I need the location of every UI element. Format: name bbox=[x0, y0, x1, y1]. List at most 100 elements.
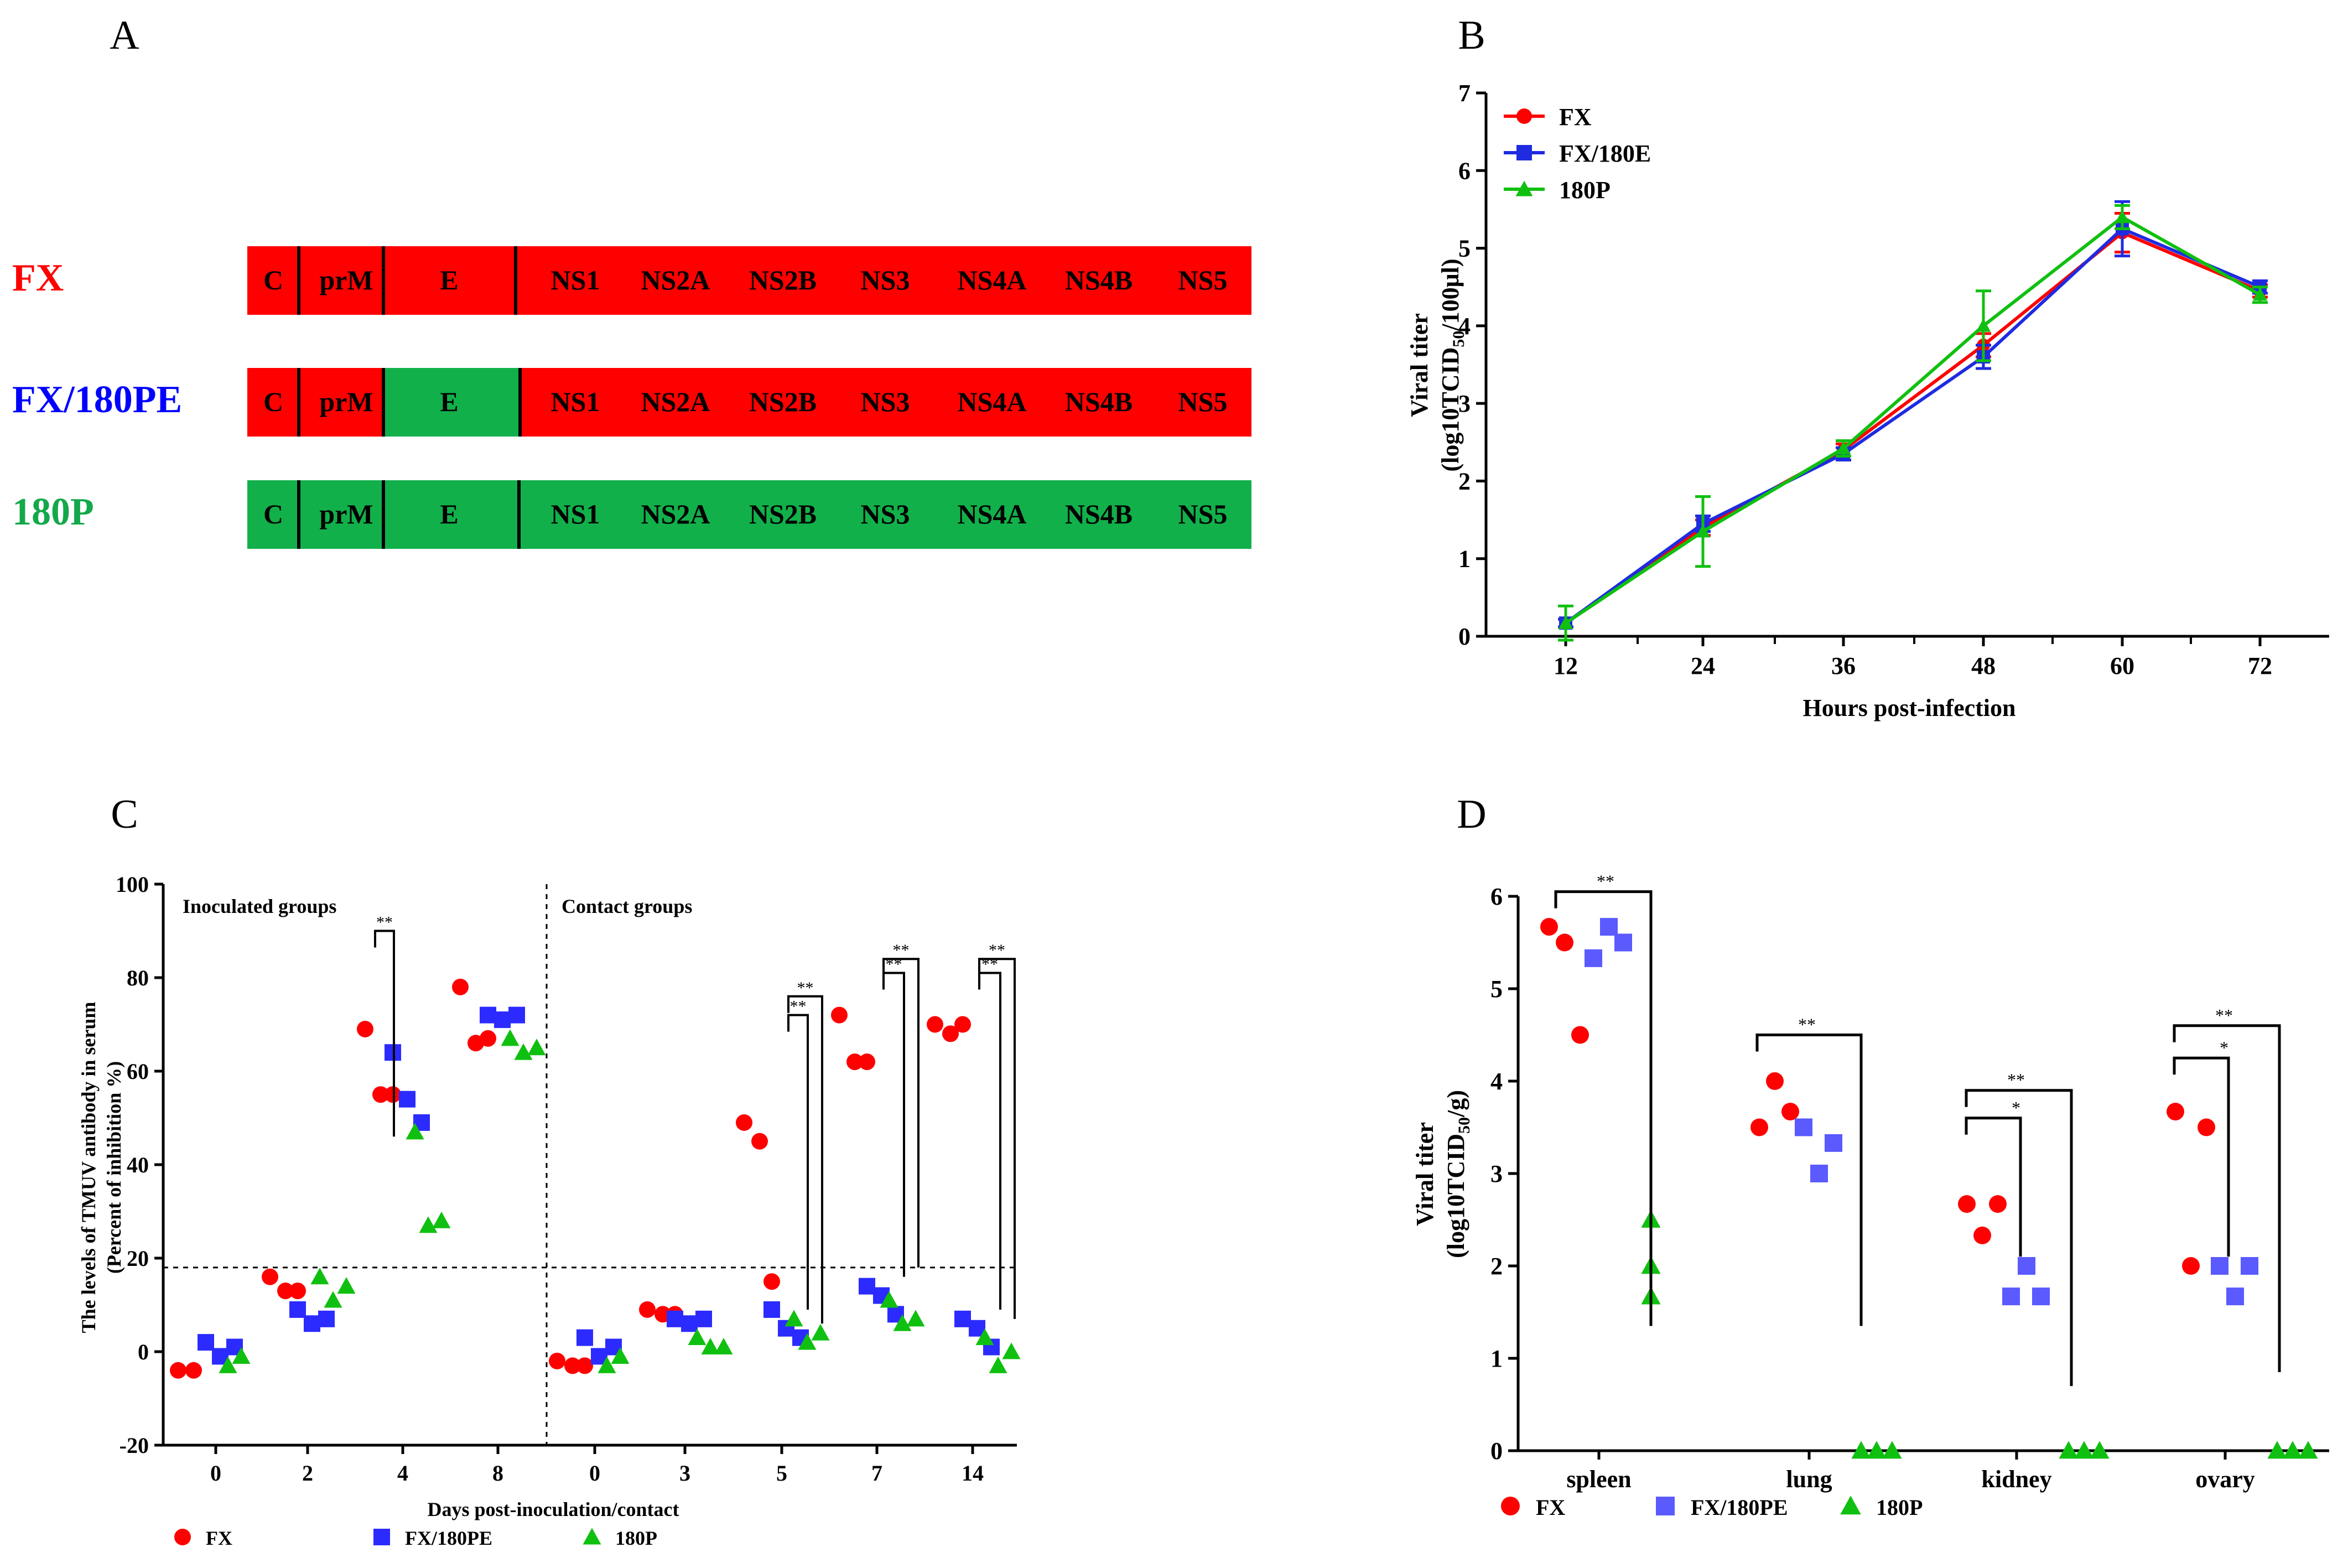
gene-label-ns3: NS3 bbox=[861, 499, 910, 529]
gene-label-ns4b: NS4B bbox=[1065, 386, 1133, 417]
y-axis-label-line1: The levels of TMUV antibody in serum bbox=[77, 1002, 100, 1333]
y-tick-label: 5 bbox=[1490, 975, 1503, 1003]
segment-ns bbox=[516, 246, 1251, 315]
series-fx bbox=[1558, 211, 2268, 630]
bracket-line bbox=[787, 995, 823, 1324]
series-line bbox=[1565, 226, 2261, 625]
bracket-line bbox=[882, 958, 920, 1268]
data-point-p180 bbox=[906, 1310, 925, 1327]
data-point-p180 bbox=[811, 1323, 830, 1341]
data-point-fx bbox=[859, 1053, 875, 1071]
data-point-fx180pe bbox=[2241, 1257, 2258, 1275]
series-fx-180e bbox=[1558, 200, 2268, 630]
significance-label: ** bbox=[376, 913, 393, 932]
segment-e bbox=[383, 368, 520, 437]
x-tick-label: 36 bbox=[1831, 652, 1856, 679]
data-point-fx bbox=[942, 1025, 959, 1042]
data-point-fx bbox=[2182, 1257, 2200, 1275]
tissue-group-lung bbox=[1750, 1072, 1902, 1459]
data-point-fx bbox=[1781, 1103, 1799, 1121]
legend: FX FX/180E 180P bbox=[1504, 103, 1651, 204]
data-point-fx180pe bbox=[954, 1310, 971, 1327]
bracket-line bbox=[2173, 1024, 2281, 1373]
legend-label: FX bbox=[1536, 1495, 1565, 1520]
data-point-fx bbox=[846, 1053, 863, 1071]
data-point-fx bbox=[549, 1352, 565, 1369]
bracket-line bbox=[1755, 1034, 1863, 1326]
x-tick-label: 60 bbox=[2110, 652, 2134, 679]
data-point-fx180pe bbox=[1600, 918, 1618, 936]
data-point-fx180pe bbox=[681, 1315, 698, 1332]
significance-bracket: ** bbox=[787, 979, 823, 1324]
data-point-p180 bbox=[1867, 1441, 1887, 1459]
data-point-fx bbox=[289, 1283, 306, 1300]
y-tick-label: 4 bbox=[1458, 313, 1471, 340]
data-point-fx180pe bbox=[480, 1006, 496, 1024]
data-point-fx bbox=[763, 1273, 780, 1290]
panel-letter-d: D bbox=[1457, 792, 1486, 837]
day-group-0 bbox=[170, 1334, 251, 1379]
gene-label-ns4a: NS4A bbox=[957, 499, 1026, 529]
legend-marker bbox=[1515, 180, 1533, 196]
data-point-fx180pe bbox=[304, 1315, 320, 1332]
x-axis-label: Days post-inoculation/contact bbox=[427, 1498, 679, 1520]
significance-label: ** bbox=[797, 979, 814, 997]
y-tick-label: 3 bbox=[1458, 390, 1471, 417]
gene-label-c: C bbox=[263, 264, 283, 295]
data-point-p180 bbox=[714, 1338, 733, 1355]
y-axis-label-line2: (log10TCID bbox=[1442, 1134, 1469, 1258]
day-group-6 bbox=[736, 1114, 830, 1350]
data-point-p180 bbox=[598, 1356, 616, 1373]
legend-label: FX/180PE bbox=[1691, 1495, 1788, 1520]
x-tick-label: kidney bbox=[1981, 1466, 2051, 1493]
data-point-p180 bbox=[419, 1216, 438, 1233]
data-point-p180 bbox=[2267, 1441, 2287, 1459]
data-point-p180 bbox=[310, 1268, 329, 1285]
data-point-p180 bbox=[1882, 1441, 1902, 1459]
y-axis-label: Viral titer (log10TCID50/100μl) bbox=[1406, 259, 1468, 472]
y-axis-label-subscript: 50 bbox=[1455, 1117, 1473, 1134]
gene-label-e: E bbox=[440, 264, 458, 295]
data-point bbox=[2252, 287, 2268, 301]
data-point-p180 bbox=[989, 1356, 1007, 1373]
series-line bbox=[1565, 231, 2261, 625]
significance-bracket: ** bbox=[882, 956, 905, 1277]
y-tick-label: 1 bbox=[1490, 1345, 1503, 1372]
gene-label-ns2a: NS2A bbox=[641, 499, 710, 529]
legend-marker bbox=[583, 1528, 601, 1545]
legend-marker bbox=[373, 1529, 390, 1545]
x-tick-label: 8 bbox=[492, 1461, 503, 1486]
data-point-fx bbox=[751, 1133, 768, 1150]
data-point-p180 bbox=[501, 1029, 520, 1046]
data-point-fx bbox=[1750, 1118, 1768, 1136]
gene-label-ns4b: NS4B bbox=[1065, 264, 1133, 295]
data-point-fx bbox=[927, 1016, 943, 1033]
data-point-fx bbox=[2167, 1103, 2184, 1121]
significance-bracket: ** bbox=[1965, 1070, 2073, 1387]
legend-marker bbox=[1516, 108, 1532, 124]
data-point-p180 bbox=[798, 1333, 817, 1350]
data-point-p180 bbox=[701, 1338, 720, 1355]
day-group-5 bbox=[639, 1301, 733, 1355]
x-tick-label: 0 bbox=[589, 1461, 600, 1486]
data-point-fx180pe bbox=[1810, 1165, 1828, 1182]
data-point-fx180pe bbox=[2032, 1287, 2050, 1306]
segment-c-prm bbox=[247, 246, 383, 315]
x-tick-label: 12 bbox=[1554, 652, 1578, 679]
data-point-fx180pe bbox=[576, 1329, 593, 1346]
legend-label: 180P bbox=[1559, 176, 1611, 204]
data-point-fx bbox=[639, 1301, 656, 1318]
day-group-4 bbox=[549, 1329, 630, 1374]
significance-label: * bbox=[2012, 1098, 2020, 1118]
y-tick-label: 4 bbox=[1490, 1068, 1503, 1095]
bracket-line bbox=[978, 972, 1001, 1310]
gene-label-ns3: NS3 bbox=[861, 264, 910, 295]
gene-label-ns3: NS3 bbox=[861, 386, 910, 417]
x-tick-label: 3 bbox=[679, 1461, 690, 1486]
y-tick-label: 7 bbox=[1458, 80, 1471, 107]
significance-label: ** bbox=[1798, 1015, 1816, 1035]
day-group-7 bbox=[831, 1006, 925, 1331]
data-point-fx180pe bbox=[2211, 1257, 2228, 1275]
